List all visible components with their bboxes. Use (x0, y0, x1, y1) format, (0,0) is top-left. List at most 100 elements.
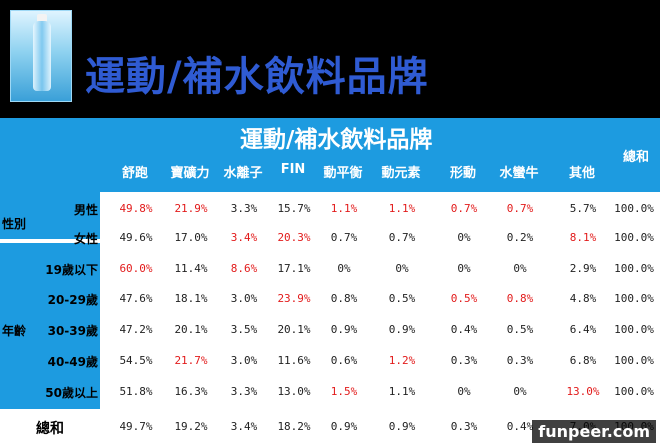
row-total-cell: 100.0% (614, 231, 654, 244)
table-cell: 0.8% (506, 292, 534, 305)
table-cell: 0.9% (330, 323, 358, 336)
row-label: 女性 (73, 232, 98, 246)
brand-column-header: 寶礦力 (170, 166, 210, 181)
table-cell: 47.6% (119, 292, 153, 305)
brand-column-header: 舒跑 (121, 166, 148, 181)
table-cell: 0.2% (506, 231, 534, 244)
table-cell: 54.5% (119, 354, 153, 367)
table-cell: 6.4% (569, 323, 597, 336)
table-cell: 6.8% (569, 354, 597, 367)
brand-column-header: 形動 (449, 166, 476, 181)
row-label: 50歲以上 (45, 386, 98, 400)
table-cell: 0.5% (388, 292, 416, 305)
table-cell: 5.7% (569, 202, 597, 215)
table-cell: 0% (513, 385, 527, 398)
table-cell: 8.1% (569, 231, 597, 244)
table-cell: 0% (457, 262, 471, 275)
total-column-header: 總和 (622, 150, 649, 165)
table-cell: 3.5% (230, 323, 258, 336)
row-total-cell: 100.0% (614, 262, 654, 275)
table-cell: 21.7% (174, 354, 208, 367)
table-cell: 0.5% (450, 292, 478, 305)
total-row-label: 總和 (36, 421, 64, 437)
row-total-cell: 100.0% (614, 202, 654, 215)
watermark: funpeer.com (532, 420, 656, 443)
row-label: 30-39歲 (47, 324, 98, 338)
table-cell: 0% (395, 262, 409, 275)
table-cell: 21.9% (174, 202, 208, 215)
table-cell: 4.8% (569, 292, 597, 305)
gender-group-band (0, 192, 100, 239)
table-cell: 17.0% (174, 231, 208, 244)
table-title: 運動/補水飲料品牌 (240, 127, 433, 153)
total-cell: 0.9% (388, 420, 416, 433)
brand-column-header: 其他 (568, 166, 595, 181)
table-cell: 0.9% (388, 323, 416, 336)
table-cell: 20.3% (277, 231, 311, 244)
table-cell: 8.6% (230, 262, 258, 275)
total-cell: 18.2% (277, 420, 311, 433)
row-total-cell: 100.0% (614, 385, 654, 398)
table-cell: 60.0% (119, 262, 153, 275)
table-cell: 17.1% (277, 262, 311, 275)
row-label: 19歲以下 (45, 263, 98, 277)
table-cell: 1.2% (388, 354, 416, 367)
total-cell: 19.2% (174, 420, 208, 433)
table-cell: 15.7% (277, 202, 311, 215)
row-group-label: 年齡 (2, 324, 27, 338)
row-label: 40-49歲 (47, 355, 98, 369)
table-cell: 1.1% (388, 202, 416, 215)
table-cell: 0% (513, 262, 527, 275)
table-cell: 3.3% (230, 202, 258, 215)
table-cell: 0.7% (506, 202, 534, 215)
table-cell: 11.6% (277, 354, 311, 367)
table-cell: 0.7% (330, 231, 358, 244)
table-cell: 0.3% (450, 354, 478, 367)
table-cell: 23.9% (277, 292, 311, 305)
table-cell: 20.1% (277, 323, 311, 336)
table-cell: 0% (457, 231, 471, 244)
table-cell: 16.3% (174, 385, 208, 398)
table-cell: 0.5% (506, 323, 534, 336)
brand-column-header: 動平衡 (323, 166, 363, 181)
table-cell: 0% (337, 262, 351, 275)
total-cell: 49.7% (119, 420, 153, 433)
table-cell: 13.0% (566, 385, 600, 398)
bottle-logo-image (10, 10, 72, 102)
row-total-cell: 100.0% (614, 323, 654, 336)
age-group-band (0, 243, 100, 409)
table-cell: 47.2% (119, 323, 153, 336)
total-cell: 3.4% (230, 420, 258, 433)
table-cell: 3.0% (230, 292, 258, 305)
table-cell: 0.7% (388, 231, 416, 244)
table-cell: 49.6% (119, 231, 153, 244)
table-cell: 51.8% (119, 385, 153, 398)
brand-table: 運動/補水飲料品牌 總和 舒跑 寶礦力 水離子 FIN 動平衡 動元素 形動 水蠻牛 其他 性別… (0, 118, 660, 443)
brand-column-header: 動元素 (381, 166, 421, 181)
brand-column-header: 水蠻牛 (499, 166, 539, 181)
table-cell: 18.1% (174, 292, 208, 305)
table-header-band: 運動/補水飲料品牌 總和 (0, 118, 660, 192)
table-cell: 0.7% (450, 202, 478, 215)
table-cell: 1.5% (330, 385, 358, 398)
row-total-cell: 100.0% (614, 292, 654, 305)
table-cell: 11.4% (174, 262, 208, 275)
row-label: 男性 (73, 203, 98, 217)
table-cell: 2.9% (569, 262, 597, 275)
total-cell: 0.4% (506, 420, 534, 433)
table-cell: 3.4% (230, 231, 258, 244)
group-divider (0, 239, 100, 243)
table-cell: 0.3% (506, 354, 534, 367)
table-cell: 49.8% (119, 202, 153, 215)
table-cell: 0.8% (330, 292, 358, 305)
table-cell: 0.4% (450, 323, 478, 336)
row-total-cell: 100.0% (614, 354, 654, 367)
table-cell: 3.3% (230, 385, 258, 398)
brand-column-header: FIN (280, 162, 306, 177)
page-title: 運動/補水飲料品牌 (85, 54, 429, 100)
row-group-label: 性別 (2, 217, 27, 231)
total-cell: 0.3% (450, 420, 478, 433)
bottle-icon (33, 21, 51, 91)
brand-column-header: 水離子 (223, 166, 263, 181)
table-cell: 1.1% (330, 202, 358, 215)
